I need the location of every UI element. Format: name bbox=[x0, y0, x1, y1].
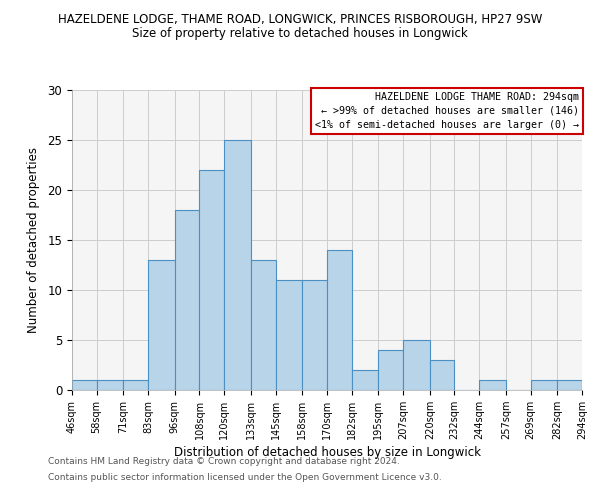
X-axis label: Distribution of detached houses by size in Longwick: Distribution of detached houses by size … bbox=[173, 446, 481, 459]
Bar bbox=[175, 210, 199, 390]
Bar bbox=[557, 380, 582, 390]
Bar bbox=[199, 170, 224, 390]
Bar bbox=[72, 380, 97, 390]
Bar bbox=[430, 360, 455, 390]
Bar bbox=[251, 260, 275, 390]
Bar bbox=[379, 350, 403, 390]
Text: Contains public sector information licensed under the Open Government Licence v3: Contains public sector information licen… bbox=[48, 472, 442, 482]
Bar bbox=[97, 380, 124, 390]
Bar bbox=[148, 260, 175, 390]
Bar bbox=[479, 380, 506, 390]
Bar bbox=[582, 380, 600, 390]
Text: Contains HM Land Registry data © Crown copyright and database right 2024.: Contains HM Land Registry data © Crown c… bbox=[48, 458, 400, 466]
Bar bbox=[530, 380, 557, 390]
Bar bbox=[327, 250, 352, 390]
Y-axis label: Number of detached properties: Number of detached properties bbox=[28, 147, 40, 333]
Text: HAZELDENE LODGE THAME ROAD: 294sqm
← >99% of detached houses are smaller (146)
<: HAZELDENE LODGE THAME ROAD: 294sqm ← >99… bbox=[316, 92, 580, 130]
Bar bbox=[124, 380, 148, 390]
Bar bbox=[352, 370, 379, 390]
Bar bbox=[302, 280, 327, 390]
Text: HAZELDENE LODGE, THAME ROAD, LONGWICK, PRINCES RISBOROUGH, HP27 9SW: HAZELDENE LODGE, THAME ROAD, LONGWICK, P… bbox=[58, 12, 542, 26]
Text: Size of property relative to detached houses in Longwick: Size of property relative to detached ho… bbox=[132, 28, 468, 40]
Bar bbox=[275, 280, 302, 390]
Bar bbox=[224, 140, 251, 390]
Bar bbox=[403, 340, 430, 390]
